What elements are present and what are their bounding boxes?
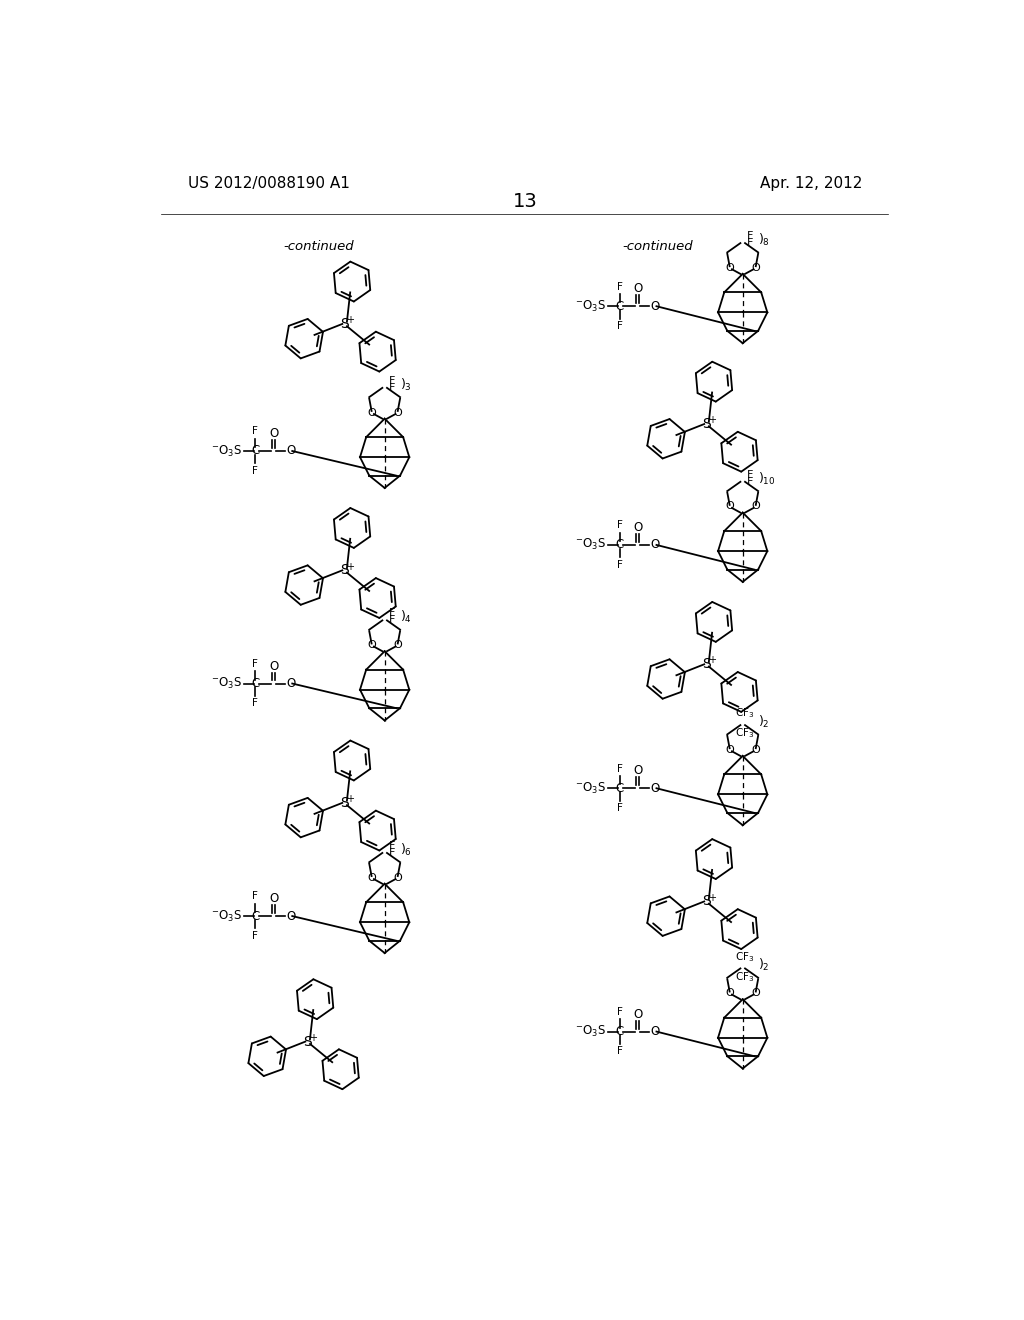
Text: F: F bbox=[616, 764, 623, 774]
Text: O: O bbox=[650, 539, 659, 552]
Text: CF$_3$: CF$_3$ bbox=[734, 970, 754, 983]
Text: F: F bbox=[388, 615, 395, 626]
Text: O: O bbox=[269, 892, 279, 906]
Text: F: F bbox=[388, 376, 395, 385]
Text: $^{-}$O$_3$S: $^{-}$O$_3$S bbox=[211, 676, 243, 692]
Text: F: F bbox=[616, 520, 623, 531]
Text: CF$_3$: CF$_3$ bbox=[734, 706, 754, 721]
Text: S: S bbox=[340, 564, 349, 577]
Text: F: F bbox=[388, 841, 395, 851]
Text: O: O bbox=[634, 1007, 643, 1020]
Text: $^{-}$O$_3$S: $^{-}$O$_3$S bbox=[211, 908, 243, 924]
Text: O: O bbox=[286, 909, 295, 923]
Text: O: O bbox=[634, 282, 643, 296]
Text: C: C bbox=[615, 781, 624, 795]
Text: $^{-}$O$_3$S: $^{-}$O$_3$S bbox=[575, 780, 606, 796]
Text: +: + bbox=[708, 656, 716, 665]
Text: 13: 13 bbox=[512, 191, 538, 211]
Text: F: F bbox=[252, 891, 258, 902]
Text: F: F bbox=[746, 470, 753, 480]
Text: O: O bbox=[393, 640, 402, 649]
Text: $^{-}$O$_3$S: $^{-}$O$_3$S bbox=[575, 1024, 606, 1039]
Text: O: O bbox=[634, 521, 643, 535]
Text: O: O bbox=[393, 408, 402, 417]
Text: O: O bbox=[650, 781, 659, 795]
Text: F: F bbox=[388, 609, 395, 619]
Text: C: C bbox=[615, 300, 624, 313]
Text: C: C bbox=[615, 1026, 624, 1038]
Text: O: O bbox=[634, 764, 643, 777]
Text: F: F bbox=[616, 560, 623, 569]
Text: O: O bbox=[650, 1026, 659, 1038]
Text: O: O bbox=[752, 989, 760, 998]
Text: O: O bbox=[725, 989, 734, 998]
Text: O: O bbox=[286, 677, 295, 690]
Text: F: F bbox=[252, 659, 258, 669]
Text: CF$_3$: CF$_3$ bbox=[734, 950, 754, 964]
Text: F: F bbox=[388, 847, 395, 858]
Text: )$_{2}$: )$_{2}$ bbox=[758, 714, 770, 730]
Text: F: F bbox=[616, 321, 623, 331]
Text: Apr. 12, 2012: Apr. 12, 2012 bbox=[760, 177, 862, 191]
Text: F: F bbox=[388, 383, 395, 393]
Text: S: S bbox=[702, 895, 711, 908]
Text: O: O bbox=[368, 640, 376, 649]
Text: F: F bbox=[252, 698, 258, 708]
Text: F: F bbox=[616, 1007, 623, 1016]
Text: CF$_3$: CF$_3$ bbox=[734, 726, 754, 741]
Text: O: O bbox=[752, 263, 760, 273]
Text: )$_{4}$: )$_{4}$ bbox=[400, 610, 412, 626]
Text: +: + bbox=[346, 561, 354, 572]
Text: $^{-}$O$_3$S: $^{-}$O$_3$S bbox=[211, 444, 243, 458]
Text: O: O bbox=[269, 660, 279, 673]
Text: F: F bbox=[252, 931, 258, 941]
Text: F: F bbox=[616, 803, 623, 813]
Text: S: S bbox=[340, 317, 349, 331]
Text: S: S bbox=[303, 1035, 312, 1048]
Text: F: F bbox=[252, 466, 258, 475]
Text: O: O bbox=[725, 744, 734, 755]
Text: F: F bbox=[746, 477, 753, 487]
Text: +: + bbox=[708, 416, 716, 425]
Text: O: O bbox=[269, 428, 279, 441]
Text: US 2012/0088190 A1: US 2012/0088190 A1 bbox=[188, 177, 350, 191]
Text: O: O bbox=[286, 445, 295, 458]
Text: O: O bbox=[752, 502, 760, 511]
Text: +: + bbox=[346, 315, 354, 325]
Text: F: F bbox=[746, 238, 753, 248]
Text: O: O bbox=[725, 502, 734, 511]
Text: S: S bbox=[340, 796, 349, 810]
Text: F: F bbox=[746, 231, 753, 242]
Text: C: C bbox=[615, 539, 624, 552]
Text: )$_{10}$: )$_{10}$ bbox=[758, 471, 775, 487]
Text: C: C bbox=[251, 677, 259, 690]
Text: +: + bbox=[708, 892, 716, 903]
Text: S: S bbox=[702, 657, 711, 672]
Text: )$_{3}$: )$_{3}$ bbox=[400, 376, 412, 393]
Text: S: S bbox=[702, 417, 711, 432]
Text: )$_{6}$: )$_{6}$ bbox=[400, 842, 412, 858]
Text: $^{-}$O$_3$S: $^{-}$O$_3$S bbox=[575, 537, 606, 553]
Text: C: C bbox=[251, 445, 259, 458]
Text: O: O bbox=[650, 300, 659, 313]
Text: O: O bbox=[393, 873, 402, 883]
Text: F: F bbox=[616, 281, 623, 292]
Text: F: F bbox=[252, 426, 258, 437]
Text: O: O bbox=[725, 263, 734, 273]
Text: F: F bbox=[616, 1047, 623, 1056]
Text: C: C bbox=[251, 909, 259, 923]
Text: +: + bbox=[309, 1032, 317, 1043]
Text: )$_{8}$: )$_{8}$ bbox=[758, 232, 770, 248]
Text: O: O bbox=[368, 408, 376, 417]
Text: )$_{2}$: )$_{2}$ bbox=[758, 957, 770, 973]
Text: -continued: -continued bbox=[284, 240, 354, 252]
Text: $^{-}$O$_3$S: $^{-}$O$_3$S bbox=[575, 298, 606, 314]
Text: +: + bbox=[346, 795, 354, 804]
Text: O: O bbox=[752, 744, 760, 755]
Text: O: O bbox=[368, 873, 376, 883]
Text: -continued: -continued bbox=[623, 240, 693, 252]
